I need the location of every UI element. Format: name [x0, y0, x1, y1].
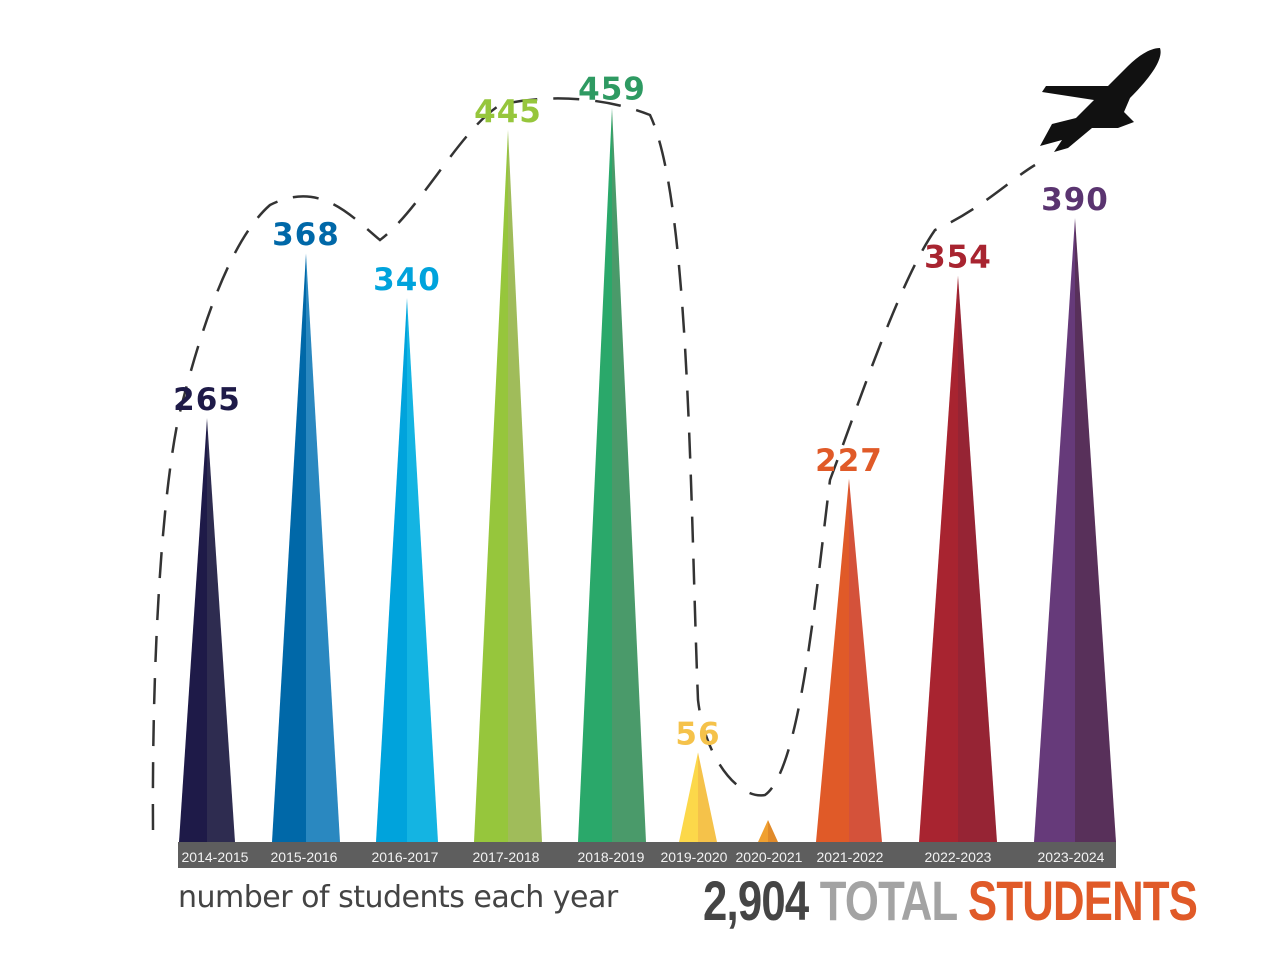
x-tick-label: 2016-2017: [372, 849, 439, 865]
spike-left-half: [272, 253, 306, 842]
x-tick-label: 2018-2019: [578, 849, 645, 865]
x-tick-label: 2020-2021: [736, 849, 803, 865]
spike-left-half: [179, 418, 207, 842]
x-tick-label: 2023-2024: [1038, 849, 1105, 865]
spike-right-half: [698, 752, 717, 842]
spike-left-half: [816, 478, 849, 842]
spike-left-half: [578, 107, 612, 843]
data-label: 445: [474, 94, 542, 130]
trend-dashed-curve: [151, 97, 1036, 831]
x-tick-label: 2022-2023: [925, 849, 992, 865]
total-word: TOTAL: [819, 869, 958, 932]
spike-left-half: [758, 820, 768, 842]
x-tick-label: 2015-2016: [271, 849, 338, 865]
spike-left-half: [474, 130, 508, 842]
spike-right-half: [612, 107, 646, 843]
spike-right-half: [207, 418, 235, 842]
data-label: 368: [272, 217, 340, 253]
data-label: 340: [373, 262, 441, 298]
spike-bar-2023-2024: [1034, 218, 1116, 842]
data-label: 56: [675, 716, 720, 752]
data-label: 459: [578, 72, 646, 108]
data-label: 265: [173, 382, 241, 418]
spike-bar-2016-2017: [376, 298, 438, 842]
spike-right-half: [849, 478, 882, 842]
total-students-banner: 2,904 TOTAL STUDENTS: [703, 868, 1198, 933]
spike-right-half: [508, 130, 542, 842]
data-label: 227: [815, 443, 883, 479]
spike-right-half: [306, 253, 340, 842]
spike-bar-2021-2022: [816, 478, 882, 842]
spike-right-half: [768, 820, 778, 842]
x-axis-bar: [178, 842, 1116, 868]
spike-right-half: [958, 275, 997, 843]
spike-bar-2022-2023: [919, 275, 997, 843]
spike-bar-2014-2015: [179, 418, 235, 842]
airplane-icon: [1040, 48, 1161, 152]
x-tick-label: 2019-2020: [661, 849, 728, 865]
spike-bar-2015-2016: [272, 253, 340, 842]
data-label: 390: [1041, 182, 1109, 218]
data-label: 354: [924, 240, 992, 276]
spike-bar-2018-2019: [578, 107, 646, 843]
total-number: 2,904: [703, 869, 809, 932]
x-axis-caption: number of students each year: [178, 880, 618, 915]
spike-left-half: [919, 275, 958, 843]
spike-bar-2019-2020: [679, 752, 717, 842]
spike-left-half: [376, 298, 407, 842]
spike-bar-2017-2018: [474, 130, 542, 842]
spike-bar-2020-2021: [758, 820, 778, 842]
x-tick-label: 2017-2018: [473, 849, 540, 865]
x-tick-label: 2021-2022: [817, 849, 884, 865]
spike-left-half: [679, 752, 698, 842]
spike-right-half: [1075, 218, 1116, 842]
x-tick-label: 2014-2015: [182, 849, 249, 865]
spike-right-half: [407, 298, 438, 842]
students-word: STUDENTS: [967, 869, 1198, 932]
spike-left-half: [1034, 218, 1075, 842]
